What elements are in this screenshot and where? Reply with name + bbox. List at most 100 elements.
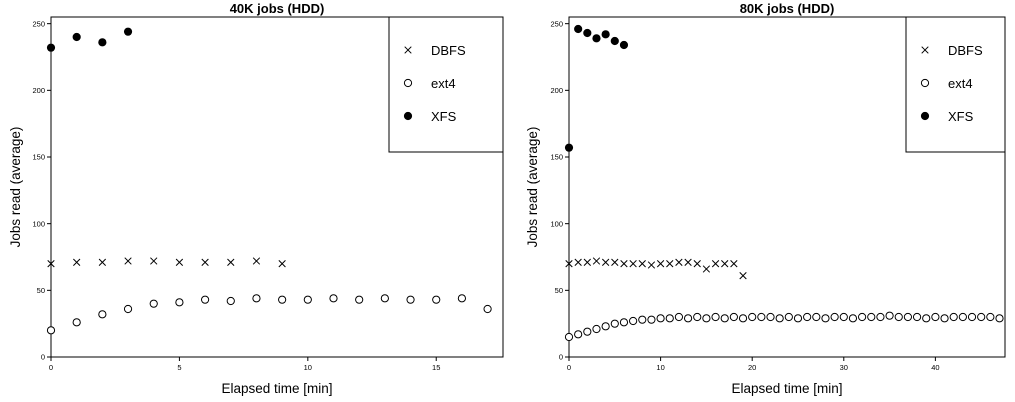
x-tick-label: 20 [748, 363, 756, 372]
y-tick-label: 100 [550, 219, 563, 228]
data-point [620, 319, 627, 326]
legend: DBFS ext4 XFS [906, 17, 1005, 152]
data-point [584, 29, 591, 36]
data-point [330, 295, 337, 302]
data-point [804, 313, 811, 320]
data-point [978, 313, 985, 320]
data-point [253, 258, 260, 265]
data-point [767, 313, 774, 320]
legend-marker [921, 79, 928, 86]
data-point [840, 313, 847, 320]
data-point [758, 313, 765, 320]
x-tick-label: 15 [432, 363, 440, 372]
data-point [657, 315, 664, 322]
data-point [202, 259, 209, 266]
data-point [47, 44, 54, 51]
series-dbfs [48, 258, 286, 267]
legend-label: DBFS [948, 43, 983, 58]
x-axis-label: Elapsed time [min] [221, 381, 332, 396]
data-point [575, 25, 582, 32]
y-tick-label: 50 [37, 286, 45, 295]
legend-label: ext4 [431, 76, 456, 91]
chart-panel-2: 80K jobs (HDD)0 10 20 30 40050100150200250El… [525, 1, 1005, 396]
data-point [356, 296, 363, 303]
y-tick-label: 0 [41, 353, 45, 362]
chart-title: 80K jobs (HDD) [740, 1, 835, 16]
data-point [776, 315, 783, 322]
data-point [932, 313, 939, 320]
series-xfs [565, 25, 627, 151]
x-tick-label: 10 [304, 363, 312, 372]
data-point [253, 295, 260, 302]
data-point [849, 315, 856, 322]
data-point [648, 316, 655, 323]
data-point [950, 313, 957, 320]
data-point [703, 266, 710, 273]
data-point [602, 323, 609, 330]
data-point [685, 259, 692, 266]
data-point [630, 317, 637, 324]
y-tick-label: 50 [555, 286, 563, 295]
legend-label: XFS [948, 109, 974, 124]
data-point [99, 311, 106, 318]
data-point [904, 313, 911, 320]
data-point [749, 313, 756, 320]
data-point [304, 296, 311, 303]
y-tick-label: 250 [550, 19, 563, 28]
data-point [941, 315, 948, 322]
data-point [565, 144, 572, 151]
x-tick-label: 5 [177, 363, 181, 372]
data-point [730, 313, 737, 320]
data-point [99, 39, 106, 46]
y-axis-label: Jobs read (average) [525, 127, 540, 248]
data-point [859, 313, 866, 320]
data-point [176, 259, 183, 266]
data-point [611, 320, 618, 327]
data-point [666, 260, 673, 267]
x-axis-label: Elapsed time [min] [731, 381, 842, 396]
data-point [676, 259, 683, 266]
y-tick-label: 200 [32, 86, 45, 95]
data-point [657, 260, 664, 267]
chart-panel-1: 40K jobs (HDD)0 5 10 15050100150200250Elaps… [8, 1, 503, 396]
legend-marker [404, 112, 411, 119]
legend-label: DBFS [431, 43, 466, 58]
legend-marker [921, 112, 928, 119]
data-point [73, 33, 80, 40]
data-point [831, 313, 838, 320]
legend-marker [404, 79, 411, 86]
data-point [227, 297, 234, 304]
data-point [968, 313, 975, 320]
x-tick-label: 0 [567, 363, 571, 372]
data-point [694, 260, 701, 267]
y-tick-label: 100 [32, 219, 45, 228]
data-point [381, 295, 388, 302]
legend: DBFS ext4 XFS [389, 17, 503, 152]
data-point [584, 259, 591, 266]
y-tick-label: 150 [32, 153, 45, 162]
data-point [124, 28, 131, 35]
data-point [721, 260, 728, 267]
data-point [703, 315, 710, 322]
series-ext4 [47, 295, 491, 334]
legend-label: XFS [431, 109, 457, 124]
data-point [611, 37, 618, 44]
y-axis-label: Jobs read (average) [8, 127, 23, 248]
data-point [279, 260, 286, 267]
data-point [593, 35, 600, 42]
data-point [621, 260, 628, 267]
data-point [639, 316, 646, 323]
x-tick-label: 40 [931, 363, 939, 372]
legend-label: ext4 [948, 76, 973, 91]
data-point [639, 260, 646, 267]
data-point [959, 313, 966, 320]
y-tick-label: 0 [559, 353, 563, 362]
y-tick-label: 200 [550, 86, 563, 95]
data-point [227, 259, 234, 266]
data-point [996, 315, 1003, 322]
data-point [433, 296, 440, 303]
data-point [176, 299, 183, 306]
x-tick-label: 0 [49, 363, 53, 372]
data-point [565, 333, 572, 340]
data-point [868, 313, 875, 320]
